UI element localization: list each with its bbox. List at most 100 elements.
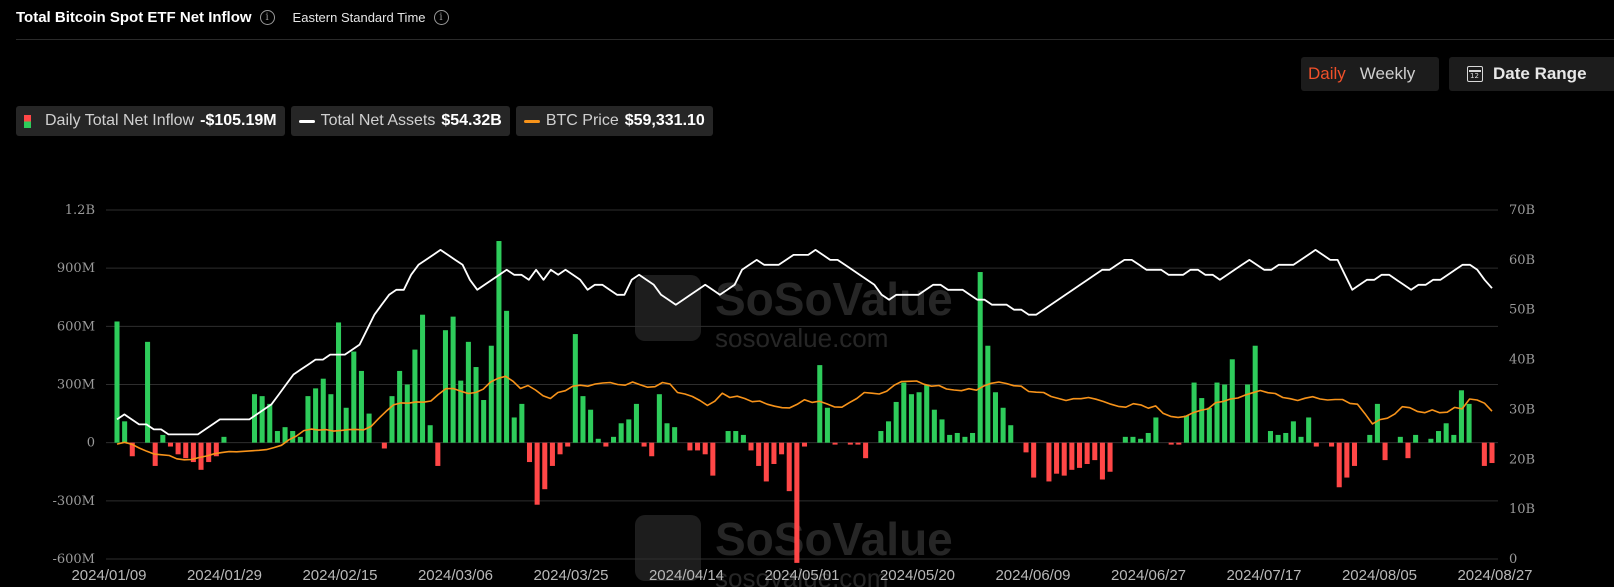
inflow-bar[interactable]: [1306, 417, 1312, 443]
inflow-bar[interactable]: [1099, 442, 1105, 480]
inflow-bar[interactable]: [351, 351, 357, 443]
inflow-bar[interactable]: [1374, 403, 1380, 443]
inflow-bar[interactable]: [198, 442, 204, 470]
inflow-bar[interactable]: [259, 396, 265, 443]
inflow-bar[interactable]: [343, 407, 349, 443]
inflow-bar[interactable]: [939, 419, 945, 443]
inflow-bar[interactable]: [473, 367, 479, 443]
daily-tab[interactable]: Daily: [1308, 64, 1346, 83]
inflow-bar[interactable]: [817, 365, 823, 443]
inflow-bar[interactable]: [1054, 442, 1060, 474]
inflow-bar[interactable]: [1199, 398, 1205, 443]
inflow-bar[interactable]: [1267, 431, 1273, 443]
inflow-bar[interactable]: [710, 442, 716, 476]
inflow-bar[interactable]: [954, 432, 960, 443]
inflow-bar[interactable]: [1458, 390, 1464, 443]
inflow-bar[interactable]: [1206, 407, 1212, 443]
inflow-bar[interactable]: [557, 442, 563, 455]
inflow-bar[interactable]: [908, 394, 914, 443]
inflow-bar[interactable]: [633, 403, 639, 443]
legend-assets[interactable]: Total Net Assets $54.32B: [290, 106, 510, 136]
inflow-bar[interactable]: [656, 394, 662, 443]
inflow-bar[interactable]: [251, 394, 258, 443]
inflow-bar[interactable]: [1023, 442, 1029, 453]
inflow-bar[interactable]: [313, 388, 319, 443]
inflow-bar[interactable]: [893, 401, 899, 443]
inflow-bar[interactable]: [977, 272, 983, 443]
inflow-bar[interactable]: [519, 403, 525, 443]
inflow-bar[interactable]: [1344, 442, 1350, 478]
legend-inflow[interactable]: Daily Total Net Inflow -$105.19M: [16, 106, 285, 136]
inflow-bar[interactable]: [1489, 442, 1495, 464]
inflow-bar[interactable]: [1428, 438, 1434, 443]
inflow-bar[interactable]: [167, 442, 173, 447]
inflow-bar[interactable]: [1275, 434, 1281, 443]
inflow-bar[interactable]: [748, 442, 754, 451]
inflow-bar[interactable]: [290, 431, 296, 443]
inflow-bar[interactable]: [1436, 431, 1442, 443]
inflow-bar[interactable]: [114, 321, 120, 443]
inflow-bar[interactable]: [274, 431, 280, 443]
inflow-bar[interactable]: [695, 442, 701, 451]
inflow-bar[interactable]: [664, 423, 670, 443]
inflow-bar[interactable]: [970, 432, 976, 443]
inflow-bar[interactable]: [947, 434, 953, 443]
inflow-bar[interactable]: [1214, 382, 1220, 443]
inflow-bar[interactable]: [404, 384, 410, 443]
inflow-bar[interactable]: [320, 378, 326, 443]
inflow-bar[interactable]: [420, 314, 426, 443]
inflow-bar[interactable]: [1076, 442, 1083, 468]
inflow-bar[interactable]: [1092, 442, 1098, 461]
inflow-bar[interactable]: [1153, 417, 1159, 443]
inflow-bar[interactable]: [442, 330, 448, 443]
btc-price-line[interactable]: [116, 375, 1493, 461]
inflow-bar[interactable]: [855, 442, 861, 445]
inflow-bar[interactable]: [1183, 415, 1189, 443]
inflow-bar[interactable]: [878, 431, 884, 443]
inflow-bar[interactable]: [129, 442, 135, 457]
inflow-bar[interactable]: [481, 400, 487, 443]
inflow-bar[interactable]: [1084, 442, 1090, 464]
inflow-bar[interactable]: [496, 241, 502, 443]
inflow-bar[interactable]: [985, 345, 991, 443]
inflow-bar[interactable]: [336, 322, 342, 443]
inflow-bar[interactable]: [1229, 359, 1235, 443]
inflow-bar[interactable]: [771, 442, 777, 464]
inflow-bar[interactable]: [1046, 442, 1052, 482]
inflow-bar[interactable]: [626, 419, 632, 443]
inflow-bar[interactable]: [381, 442, 387, 449]
inflow-bar[interactable]: [725, 431, 731, 443]
inflow-bar[interactable]: [458, 380, 464, 443]
inflow-bar[interactable]: [1031, 442, 1037, 478]
inflow-bar[interactable]: [297, 436, 303, 443]
inflow-bar[interactable]: [1061, 442, 1067, 476]
inflow-bar[interactable]: [794, 442, 800, 563]
inflow-bar[interactable]: [801, 442, 808, 447]
inflow-bar[interactable]: [1107, 442, 1113, 472]
inflow-bar[interactable]: [580, 396, 586, 443]
inflow-bar[interactable]: [160, 434, 166, 443]
inflow-bar[interactable]: [702, 442, 708, 455]
inflow-bar[interactable]: [465, 341, 471, 443]
inflow-bar[interactable]: [1466, 403, 1472, 443]
inflow-bar[interactable]: [588, 409, 594, 443]
inflow-bar[interactable]: [565, 442, 571, 447]
inflow-bar[interactable]: [412, 349, 418, 443]
inflow-bar[interactable]: [1290, 421, 1296, 443]
title-info-icon[interactable]: i: [259, 9, 275, 25]
inflow-bar[interactable]: [992, 392, 998, 443]
inflow-bar[interactable]: [1222, 384, 1228, 443]
inflow-bar[interactable]: [931, 409, 937, 443]
inflow-bar[interactable]: [1168, 442, 1174, 445]
date-range-button[interactable]: 12 Date Range: [1449, 57, 1614, 91]
inflow-bar[interactable]: [611, 436, 617, 443]
inflow-bar[interactable]: [267, 403, 273, 443]
inflow-bar[interactable]: [756, 442, 762, 466]
inflow-bar[interactable]: [649, 442, 655, 457]
inflow-bar[interactable]: [1176, 442, 1182, 445]
inflow-bar[interactable]: [779, 442, 785, 455]
inflow-bar[interactable]: [1329, 442, 1335, 447]
inflow-bar[interactable]: [1122, 436, 1128, 443]
inflow-bar[interactable]: [1413, 434, 1419, 443]
inflow-bar[interactable]: [1069, 442, 1075, 470]
